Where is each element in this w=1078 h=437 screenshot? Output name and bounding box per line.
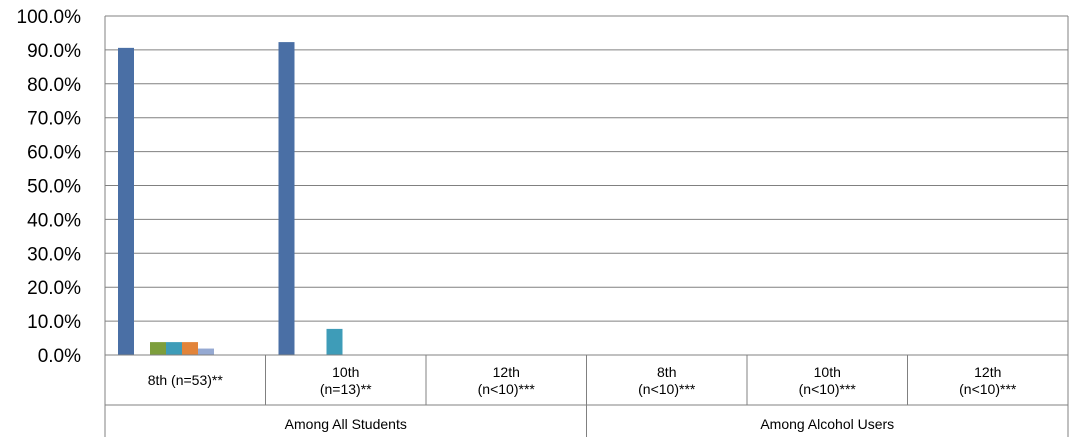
- bar: [326, 328, 343, 355]
- y-tick-label: 90.0%: [27, 41, 81, 62]
- bar: [166, 342, 182, 355]
- y-tick-label: 100.0%: [17, 7, 82, 28]
- x-category-label: 12th (n<10)***: [478, 364, 536, 397]
- bar: [150, 342, 166, 355]
- bar: [198, 348, 214, 355]
- y-tick-label: 0.0%: [38, 346, 81, 367]
- bar: [118, 47, 134, 356]
- x-category-label: 8th (n=53)**: [148, 372, 224, 388]
- x-group-label: Among All Students: [285, 416, 407, 432]
- y-tick-label: 60.0%: [27, 143, 81, 164]
- y-tick-label: 10.0%: [27, 312, 81, 333]
- x-category-label: 12th (n<10)***: [959, 364, 1017, 397]
- y-tick-label: 80.0%: [27, 75, 81, 96]
- y-tick-label: 30.0%: [27, 244, 81, 265]
- x-group-label: Among Alcohol Users: [760, 416, 894, 432]
- bar: [278, 42, 295, 356]
- x-category-label: 8th (n<10)***: [638, 364, 696, 397]
- y-tick-label: 20.0%: [27, 278, 81, 299]
- x-category-label: 10th (n<10)***: [799, 364, 857, 397]
- y-tick-label: 50.0%: [27, 177, 81, 198]
- y-tick-label: 40.0%: [27, 210, 81, 231]
- gridlines: [105, 15, 1068, 356]
- bars: [118, 42, 343, 356]
- x-category-label: 10th (n=13)**: [320, 364, 372, 397]
- y-tick-label: 70.0%: [27, 109, 81, 130]
- bar: [182, 342, 198, 355]
